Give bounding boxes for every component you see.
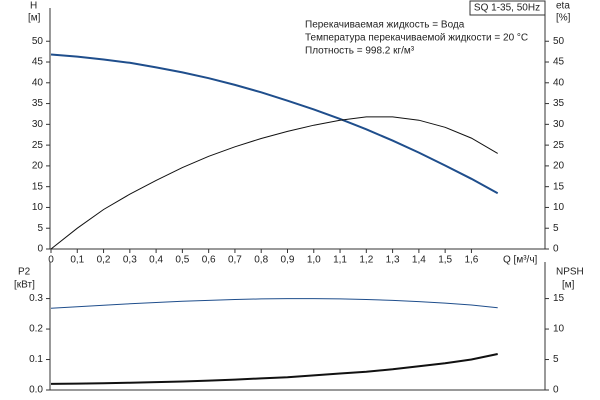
y2-tick-label: 10 bbox=[553, 202, 565, 213]
x-tick-label: 0,9 bbox=[281, 255, 295, 266]
y-tick-label: 5 bbox=[37, 223, 43, 234]
y-tick-label: 50 bbox=[32, 36, 44, 47]
y2-tick-label: 15 bbox=[553, 293, 565, 304]
y2-unit: [м] bbox=[562, 280, 575, 291]
curve bbox=[50, 116, 498, 250]
x-tick-label: 0,6 bbox=[202, 255, 216, 266]
x-tick-label: 0,8 bbox=[254, 255, 268, 266]
y-label: H bbox=[30, 1, 37, 12]
y2-tick-label: 5 bbox=[553, 354, 559, 365]
x-tick-label: 0 bbox=[48, 255, 54, 266]
y2-tick-label: 10 bbox=[553, 324, 565, 335]
x-tick-label: 0,4 bbox=[149, 255, 163, 266]
y-tick-label: 40 bbox=[32, 77, 44, 88]
x-tick-label: 1,3 bbox=[386, 255, 400, 266]
y-tick-label: 25 bbox=[32, 140, 44, 151]
y-tick-label: 0 bbox=[37, 244, 43, 255]
x-tick-label: 0,1 bbox=[70, 255, 84, 266]
x-tick-label: 0,3 bbox=[123, 255, 137, 266]
x-tick-label: 1,2 bbox=[359, 255, 373, 266]
y2-label: NPSH bbox=[556, 267, 584, 278]
y-tick-label: 20 bbox=[32, 161, 44, 172]
x-tick-label: 1,5 bbox=[438, 255, 452, 266]
x-tick-label: 0,7 bbox=[228, 255, 242, 266]
y2-tick-label: 0 bbox=[553, 244, 559, 255]
y2-unit: [%] bbox=[556, 13, 571, 24]
x-tick-label: 1,0 bbox=[307, 255, 321, 266]
curve bbox=[50, 53, 499, 195]
y-tick-label: 35 bbox=[32, 98, 44, 109]
y-unit: [м] bbox=[28, 13, 41, 24]
y-tick-label: 10 bbox=[32, 202, 44, 213]
y-tick-label: 0.2 bbox=[29, 324, 43, 335]
curve bbox=[50, 298, 498, 309]
y2-tick-label: 15 bbox=[553, 181, 565, 192]
x-tick-label: 0,2 bbox=[97, 255, 111, 266]
x-tick-label: 1,1 bbox=[333, 255, 347, 266]
annotation: Плотность = 998.2 кг/м³ bbox=[305, 46, 415, 57]
x-tick-label: 1,4 bbox=[412, 255, 426, 266]
y-tick-label: 15 bbox=[32, 181, 44, 192]
y2-tick-label: 45 bbox=[553, 57, 565, 68]
y2-tick-label: 5 bbox=[553, 223, 559, 234]
y-tick-label: 0.1 bbox=[29, 354, 43, 365]
y-tick-label: 0.0 bbox=[29, 385, 43, 396]
y-tick-label: 30 bbox=[32, 119, 44, 130]
y-label: P2 bbox=[18, 267, 31, 278]
y2-tick-label: 50 bbox=[553, 36, 565, 47]
x-label: Q [м³/ч] bbox=[503, 255, 538, 266]
annotation: Температура перекачиваемой жидкости = 20… bbox=[305, 33, 528, 44]
curve bbox=[50, 353, 498, 385]
y2-tick-label: 40 bbox=[553, 77, 565, 88]
x-tick-label: 1,6 bbox=[464, 255, 478, 266]
y-tick-label: 45 bbox=[32, 57, 44, 68]
y-tick-label: 0.3 bbox=[29, 293, 43, 304]
pump-label: SQ 1-35, 50Hz bbox=[474, 3, 540, 14]
y2-tick-label: 30 bbox=[553, 119, 565, 130]
y2-tick-label: 0 bbox=[553, 385, 559, 396]
y2-tick-label: 25 bbox=[553, 140, 565, 151]
y2-label: eta bbox=[556, 1, 570, 12]
x-tick-label: 0,5 bbox=[175, 255, 189, 266]
y-unit: [кВт] bbox=[14, 280, 35, 291]
annotation: Перекачиваемая жидкость = Вода bbox=[305, 20, 465, 31]
y2-tick-label: 20 bbox=[553, 161, 565, 172]
y2-tick-label: 35 bbox=[553, 98, 565, 109]
